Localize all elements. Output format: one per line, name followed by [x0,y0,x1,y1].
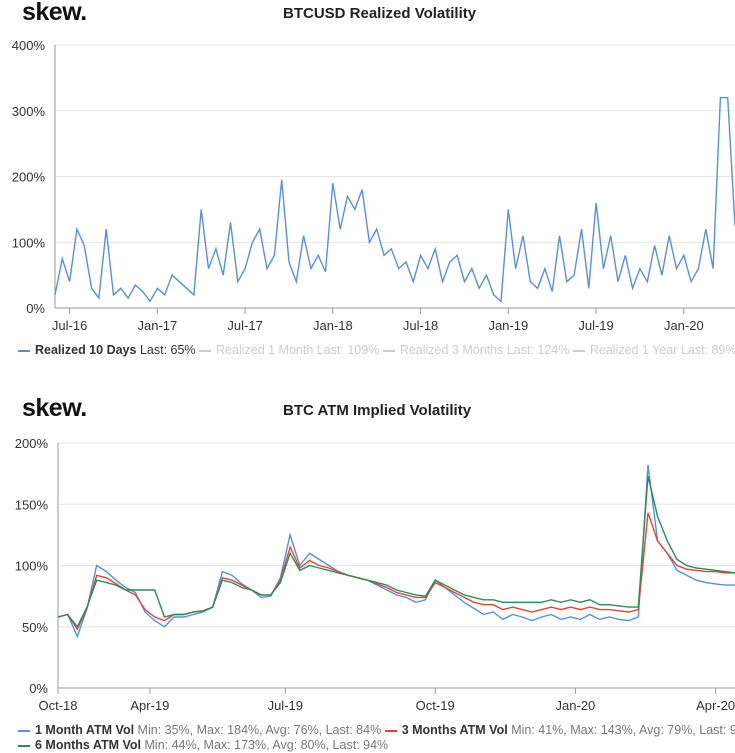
legend-3m-atm[interactable]: 3 Months ATM Vol Min: 41%, Max: 143%, Av… [384,723,735,737]
x-tick-label: Jul-19 [268,698,303,713]
x-tick-label: Jan-19 [488,318,528,333]
series-line-3-months-atm-vol [57,512,735,631]
skew-logo: skew. [22,394,87,422]
chart-1: 0% 100% 200% 300% 400% Jul-16 Jan-17 Jul-17 Jan-… [12,38,735,333]
x-tick-label: Jul-16 [52,318,87,333]
x-tick-label: Jul-18 [403,318,438,333]
y-tick-label: 100% [15,559,49,574]
chart-2: 0% 50% 100% 150% 200% Oct-18 Apr-19 Jul-19 Oct-1… [15,436,735,713]
legend-realized-10d[interactable]: Realized 10 Days Last: 65% [18,343,196,357]
x-tick-label: Jul-17 [227,318,262,333]
x-tick-label: Jan-17 [137,318,177,333]
x-tick-label: Jan-18 [313,318,353,333]
legend-realized-1y[interactable]: Realized 1 Year Last: 89% [572,343,735,357]
skew-logo: skew. [22,0,87,26]
y-tick-label: 0% [29,681,48,696]
x-tick-label: Oct-18 [38,698,77,713]
x-tick-label: Apr-19 [130,698,169,713]
x-tick-label: Jan-20 [664,318,704,333]
chart2-legend-row2: 6 Months ATM Vol Min: 44%, Max: 173%, Av… [18,738,388,752]
y-tick-label: 150% [15,497,49,512]
legend-realized-3m[interactable]: Realized 3 Months Last: 124% [382,343,569,357]
series-line-6-months-atm-vol [57,475,735,629]
chart2-legend-row1: 1 Month ATM Vol Min: 35%, Max: 184%, Avg… [18,723,735,737]
y-tick-label: 200% [12,170,46,185]
x-tick-label: Apr-20 [696,698,735,713]
x-tick-label: Oct-19 [416,698,455,713]
chart2-title: BTC ATM Implied Volatility [283,402,472,419]
chart1-title: BTCUSD Realized Volatility [283,5,477,22]
y-tick-label: 300% [12,104,46,119]
series-line-realized-10-days [54,96,735,303]
legend-6m-atm[interactable]: 6 Months ATM Vol Min: 44%, Max: 173%, Av… [18,738,388,752]
legend-1m-atm[interactable]: 1 Month ATM Vol Min: 35%, Max: 184%, Avg… [18,723,381,737]
legend-realized-1m[interactable]: Realized 1 Month Last: 109% [199,343,379,357]
y-tick-label: 0% [26,301,45,316]
series-line-1-month-atm-vol [57,464,735,639]
chart1-legend: Realized 10 Days Last: 65% Realized 1 Mo… [18,343,735,357]
y-tick-label: 200% [15,436,49,451]
x-tick-label: Jan-20 [556,698,596,713]
x-tick-label: Jul-19 [578,318,613,333]
y-tick-label: 400% [12,38,46,53]
y-tick-label: 50% [22,620,48,635]
y-tick-label: 100% [12,235,46,250]
